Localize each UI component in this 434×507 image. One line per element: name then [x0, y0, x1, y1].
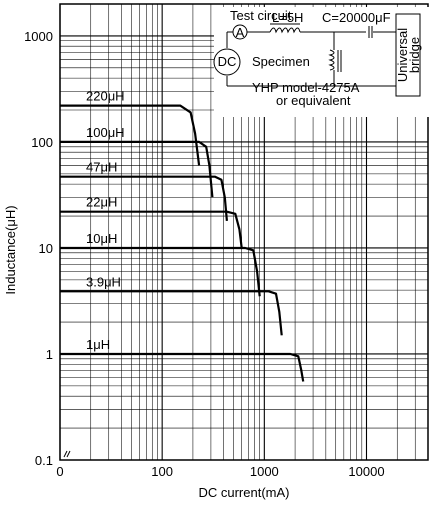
y-tick-label: 1: [46, 347, 53, 362]
universal-bridge-box: [395, 13, 421, 97]
axis-break-mark: [63, 450, 71, 458]
model-line2: or equivalent: [276, 93, 351, 108]
grid: [59, 3, 429, 461]
series-labels: 220μH 100μH 47μH 22μH 10μH 3.9μH 1μH: [86, 89, 125, 352]
y-tick-label: 100: [31, 135, 53, 150]
y-tick-label: 0.1: [35, 453, 53, 468]
x-tick-label: 0: [56, 464, 63, 479]
dc-source-label: DC: [218, 54, 237, 69]
series-line: [60, 210, 243, 249]
series-label: 10μH: [86, 231, 117, 246]
tick-labels: 0 100 1000 10000 0.1 1 10 100 1000: [24, 29, 384, 479]
ammeter-label: A: [236, 25, 245, 40]
dc-source-icon: [213, 48, 241, 76]
series-label: 3.9μH: [86, 274, 121, 289]
series-label: 1μH: [86, 337, 110, 352]
x-tick-label: 100: [151, 464, 173, 479]
series-label: 47μH: [86, 160, 117, 175]
series-label: 22μH: [86, 195, 117, 210]
plot-frame: [59, 3, 429, 461]
bridge-label-line2: bridge: [407, 37, 422, 73]
series-line: [60, 140, 214, 198]
test-circuit-title: Test circuit: [230, 8, 292, 23]
x-tick-label: 1000: [250, 464, 279, 479]
series-label: 220μH: [86, 89, 125, 104]
inductor-coil-symbol: [269, 23, 301, 34]
specimen-label: Specimen: [252, 54, 310, 69]
test-circuit-inset: Test circuit L=5H C=20000μF: [213, 7, 430, 117]
capacitor-label: C=20000μF: [322, 10, 391, 25]
x-axis-title: DC current(mA): [198, 485, 289, 500]
bridge-label-line1: Universal: [395, 28, 410, 82]
model-line1: YHP model-4275A: [252, 80, 360, 95]
inset-background: [214, 7, 430, 117]
transformer-symbol: [328, 49, 342, 72]
inductor-label: L=5H: [272, 10, 303, 25]
series-line: [60, 104, 201, 166]
series-lines: [60, 104, 305, 382]
y-tick-label: 1000: [24, 29, 53, 44]
series-line: [60, 246, 261, 297]
ammeter-icon: [232, 24, 248, 40]
series-line: [60, 352, 305, 382]
y-tick-label: 10: [39, 241, 53, 256]
y-axis-title: Inductance(μH): [3, 205, 18, 294]
series-line: [60, 175, 228, 221]
series-line: [60, 290, 283, 336]
circuit-wiring: [226, 26, 396, 87]
series-label: 100μH: [86, 125, 125, 140]
x-tick-label: 10000: [348, 464, 384, 479]
